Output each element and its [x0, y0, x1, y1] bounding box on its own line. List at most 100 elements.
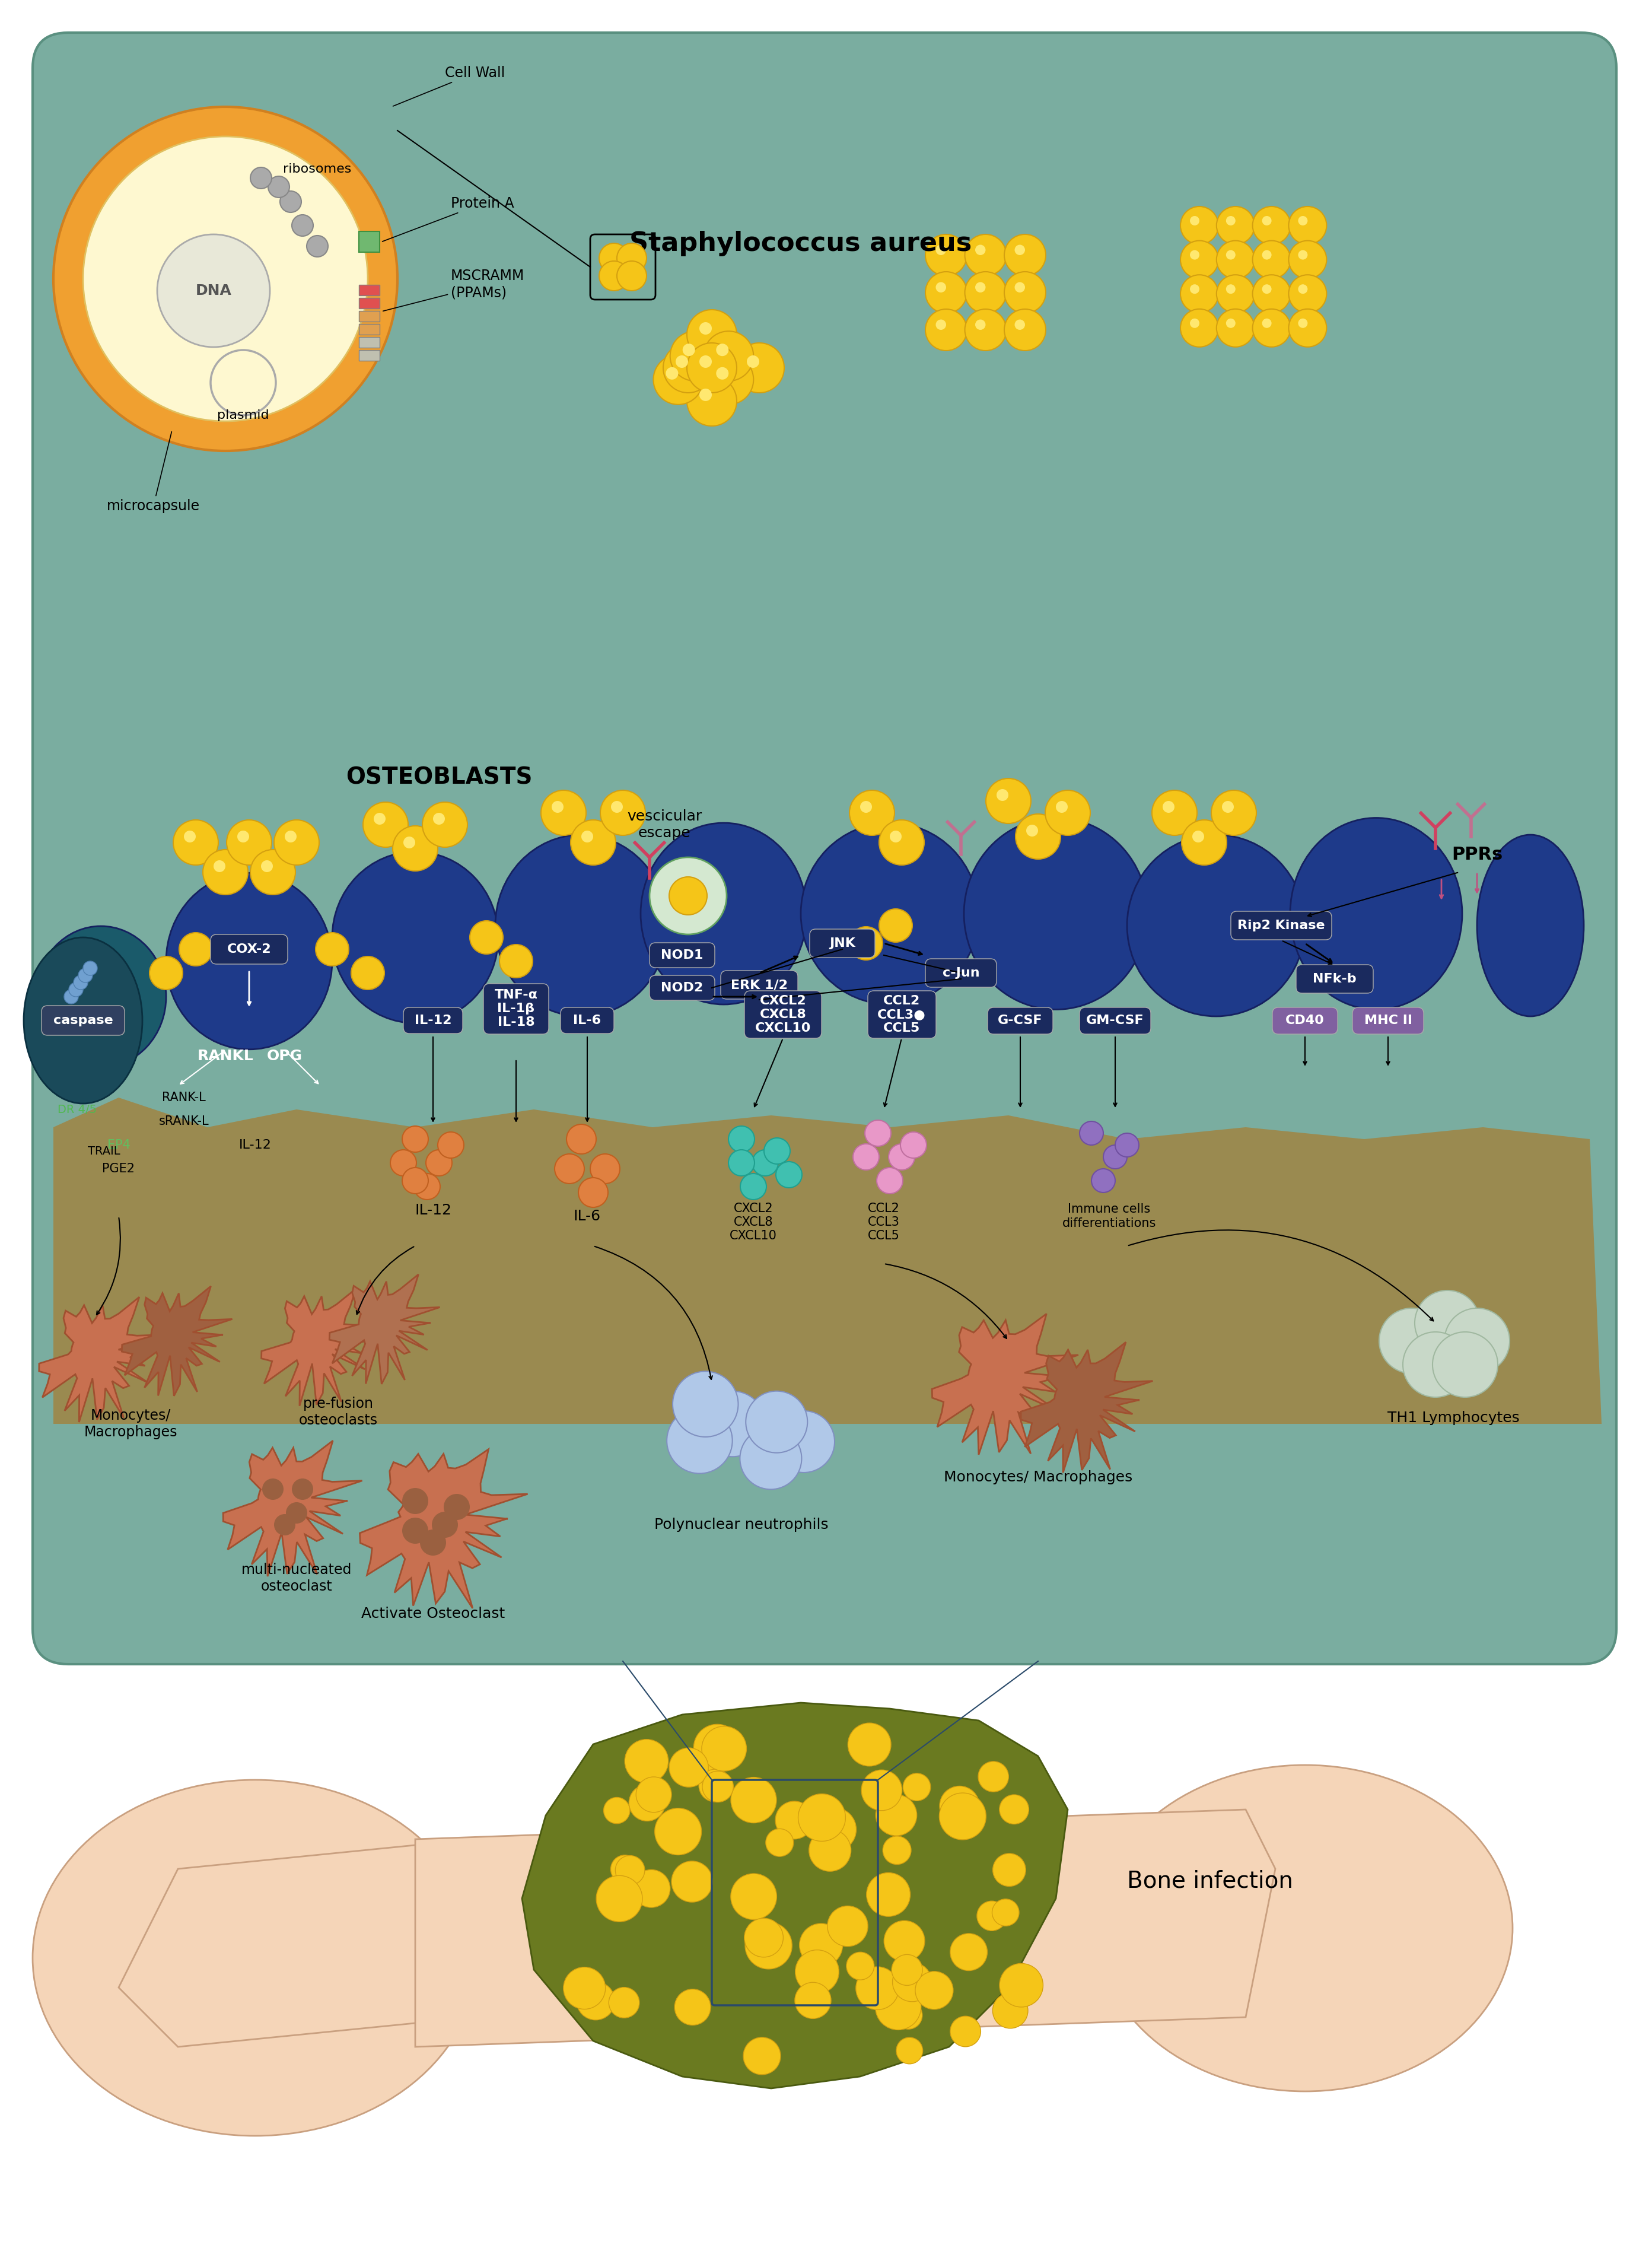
Ellipse shape: [1477, 835, 1584, 1017]
Circle shape: [420, 1529, 446, 1556]
Circle shape: [1004, 272, 1046, 314]
Text: OPG: OPG: [268, 1048, 302, 1064]
Text: Protein A: Protein A: [382, 195, 514, 242]
Circle shape: [1181, 240, 1219, 278]
Text: RANKL: RANKL: [197, 1048, 253, 1064]
Circle shape: [53, 108, 398, 451]
Circle shape: [666, 368, 679, 379]
Circle shape: [662, 343, 714, 393]
Circle shape: [600, 242, 629, 274]
Polygon shape: [122, 1286, 233, 1396]
Text: CD40: CD40: [1285, 1015, 1325, 1026]
FancyBboxPatch shape: [1231, 911, 1332, 941]
Circle shape: [1289, 207, 1327, 245]
Circle shape: [431, 1511, 458, 1538]
Text: ERK 1/2: ERK 1/2: [730, 979, 788, 990]
Circle shape: [795, 1982, 831, 2018]
Circle shape: [852, 1145, 879, 1170]
Circle shape: [978, 1762, 1009, 1792]
Circle shape: [1004, 310, 1046, 350]
Circle shape: [178, 932, 213, 965]
Circle shape: [74, 974, 88, 990]
Circle shape: [740, 1428, 801, 1488]
Circle shape: [238, 831, 249, 842]
Circle shape: [615, 1857, 644, 1886]
Text: GM-CSF: GM-CSF: [1087, 1015, 1145, 1026]
Ellipse shape: [1097, 1765, 1513, 2092]
Circle shape: [876, 1985, 922, 2029]
Circle shape: [438, 1131, 464, 1158]
Circle shape: [469, 920, 502, 954]
Circle shape: [423, 801, 468, 846]
Text: plasmid: plasmid: [216, 409, 269, 422]
Circle shape: [776, 1161, 801, 1188]
Text: Monocytes/
Macrophages: Monocytes/ Macrophages: [84, 1408, 177, 1439]
Text: CCL2
CCL3●
CCL5: CCL2 CCL3● CCL5: [877, 995, 925, 1035]
Circle shape: [654, 1807, 702, 1854]
Circle shape: [653, 355, 704, 404]
Circle shape: [1403, 1331, 1469, 1396]
Circle shape: [1216, 274, 1254, 312]
Circle shape: [1151, 790, 1198, 835]
Circle shape: [1252, 274, 1290, 312]
Circle shape: [611, 1854, 639, 1884]
Circle shape: [950, 2016, 981, 2047]
Circle shape: [813, 1807, 856, 1852]
FancyBboxPatch shape: [484, 983, 548, 1035]
Circle shape: [1092, 1170, 1115, 1192]
Circle shape: [729, 1127, 755, 1152]
Circle shape: [567, 1125, 596, 1154]
Circle shape: [1181, 819, 1227, 864]
Bar: [358, 285, 380, 296]
Polygon shape: [53, 1098, 1601, 1423]
Text: Polynuclear neutrophils: Polynuclear neutrophils: [654, 1518, 829, 1531]
Circle shape: [809, 1830, 851, 1872]
Circle shape: [1080, 1120, 1104, 1145]
Circle shape: [879, 819, 923, 864]
Circle shape: [687, 310, 737, 359]
Circle shape: [1252, 310, 1290, 348]
Circle shape: [1181, 207, 1219, 245]
Bar: [358, 337, 380, 348]
Circle shape: [729, 1149, 755, 1176]
Circle shape: [890, 831, 902, 842]
Bar: [358, 299, 380, 308]
Text: DR 4/5: DR 4/5: [58, 1105, 97, 1116]
Bar: [358, 231, 380, 251]
Circle shape: [694, 1724, 740, 1771]
Ellipse shape: [167, 873, 332, 1048]
Circle shape: [1014, 245, 1024, 256]
Circle shape: [1216, 310, 1254, 348]
Circle shape: [1226, 319, 1236, 328]
Circle shape: [935, 283, 947, 292]
Circle shape: [699, 321, 712, 335]
Circle shape: [828, 1906, 867, 1946]
Circle shape: [600, 790, 646, 835]
Text: ribosomes: ribosomes: [282, 164, 352, 175]
Circle shape: [433, 813, 444, 824]
Circle shape: [669, 1749, 709, 1787]
Circle shape: [1252, 240, 1290, 278]
FancyBboxPatch shape: [403, 1008, 463, 1033]
Circle shape: [1379, 1309, 1444, 1374]
Circle shape: [611, 801, 623, 813]
Circle shape: [203, 849, 248, 896]
Circle shape: [633, 1870, 671, 1908]
Circle shape: [965, 310, 1006, 350]
Circle shape: [975, 245, 986, 256]
Circle shape: [672, 1372, 738, 1437]
Circle shape: [69, 983, 83, 997]
Circle shape: [1262, 249, 1272, 260]
Circle shape: [1298, 319, 1308, 328]
Circle shape: [861, 1769, 902, 1809]
Circle shape: [1163, 801, 1175, 813]
Circle shape: [1432, 1331, 1498, 1396]
FancyBboxPatch shape: [41, 1006, 124, 1035]
Circle shape: [292, 1479, 314, 1500]
Text: PGE2: PGE2: [102, 1163, 135, 1174]
Circle shape: [861, 801, 872, 813]
FancyBboxPatch shape: [649, 974, 715, 1001]
Ellipse shape: [496, 835, 667, 1017]
Circle shape: [649, 858, 727, 934]
Bar: [358, 323, 380, 335]
